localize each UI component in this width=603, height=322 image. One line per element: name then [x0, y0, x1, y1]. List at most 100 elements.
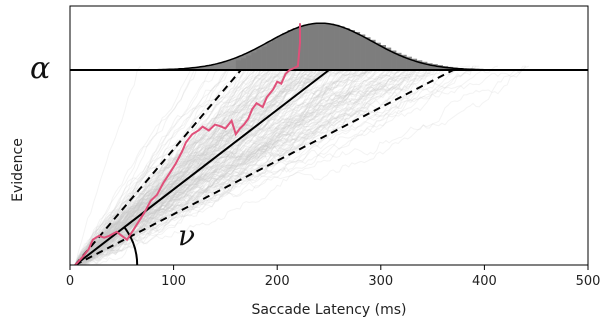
drift-angle-label: ν — [178, 219, 195, 252]
background-trace — [74, 65, 362, 265]
background-trace — [74, 65, 327, 265]
background-trace — [74, 65, 306, 265]
background-trace — [74, 65, 293, 265]
background-trace — [74, 65, 340, 265]
x-ticks: 0 100 200 300 400 500 — [66, 265, 601, 289]
background-trace — [74, 65, 247, 265]
background-trace — [74, 65, 244, 265]
background-trace — [75, 65, 449, 265]
background-trace — [74, 65, 253, 265]
background-trace — [75, 65, 374, 265]
example-trace-line — [74, 23, 301, 265]
x-axis-label: Saccade Latency (ms) — [251, 302, 406, 318]
background-trace — [74, 65, 359, 265]
background-trace — [74, 65, 530, 265]
background-trace — [74, 65, 337, 265]
background-trace — [75, 65, 278, 265]
background-trace — [74, 65, 293, 265]
background-trace — [75, 65, 266, 265]
background-trace — [74, 65, 306, 265]
drift-angle-arc — [123, 226, 139, 265]
background-trace — [74, 65, 287, 265]
background-trace — [74, 65, 409, 265]
background-trace — [74, 65, 331, 265]
background-trace — [74, 65, 259, 265]
background-trace — [74, 65, 359, 265]
background-trace — [74, 65, 263, 265]
background-trace — [74, 65, 331, 265]
background-trace — [75, 65, 449, 265]
threshold-label: α — [30, 51, 50, 86]
background-trace — [74, 65, 253, 265]
background-trace — [74, 65, 418, 265]
background-trace — [74, 65, 393, 265]
background-trace — [74, 65, 411, 265]
background-trace — [74, 65, 418, 265]
background-trace — [74, 65, 287, 265]
background-trace — [74, 65, 328, 265]
background-trace — [75, 65, 266, 265]
background-trace — [74, 65, 418, 265]
background-trace — [74, 65, 402, 265]
background-trace — [75, 65, 347, 265]
background-trace — [74, 65, 325, 265]
background-trace — [74, 65, 318, 265]
background-trace — [74, 65, 334, 265]
background-trace — [74, 65, 327, 265]
background-trace — [74, 65, 359, 265]
background-trace — [75, 65, 306, 265]
background-trace — [74, 65, 331, 265]
background-trace — [74, 65, 384, 265]
background-trace — [74, 65, 449, 265]
background-trace — [74, 65, 309, 265]
background-trace — [74, 65, 281, 265]
background-trace — [74, 65, 381, 265]
background-trace — [74, 65, 197, 265]
background-trace — [75, 65, 383, 265]
background-trace — [74, 65, 334, 265]
example-trace — [74, 23, 301, 265]
background-trace — [74, 65, 356, 265]
background-trace — [75, 65, 356, 265]
background-trace — [74, 65, 480, 265]
background-trace — [74, 65, 374, 265]
x-tick-label: 100 — [161, 274, 186, 289]
background-trace — [74, 65, 309, 265]
background-trace — [75, 65, 296, 265]
background-trace — [74, 65, 349, 265]
y-axis-label: Evidence — [10, 138, 26, 202]
background-trace — [74, 65, 526, 265]
background-trace — [74, 65, 368, 265]
background-trace — [75, 65, 315, 265]
background-trace — [74, 65, 458, 265]
background-trace — [74, 65, 499, 265]
background-trace — [74, 65, 527, 265]
background-trace — [74, 65, 377, 265]
x-tick-label: 500 — [576, 274, 601, 289]
background-trace — [75, 65, 402, 265]
background-trace — [75, 65, 324, 265]
background-trace — [74, 65, 380, 265]
background-trace — [74, 65, 424, 265]
background-trace — [75, 65, 365, 265]
background-trace — [74, 65, 337, 265]
background-trace — [75, 65, 337, 265]
background-trace — [74, 65, 312, 265]
background-trace — [74, 65, 312, 265]
background-trace — [74, 65, 216, 265]
background-trace — [75, 65, 328, 265]
background-trace — [75, 65, 436, 265]
background-trace — [74, 65, 272, 265]
background-trace — [75, 65, 409, 265]
background-trace — [74, 65, 303, 265]
background-trace — [74, 65, 315, 265]
background-trace — [75, 65, 287, 265]
background-trace — [74, 65, 303, 265]
background-trace — [75, 65, 281, 265]
background-trace — [74, 65, 353, 265]
background-trace — [74, 65, 440, 265]
background-trace — [74, 65, 365, 265]
x-tick-label: 0 — [66, 274, 74, 289]
background-trace — [75, 65, 393, 265]
